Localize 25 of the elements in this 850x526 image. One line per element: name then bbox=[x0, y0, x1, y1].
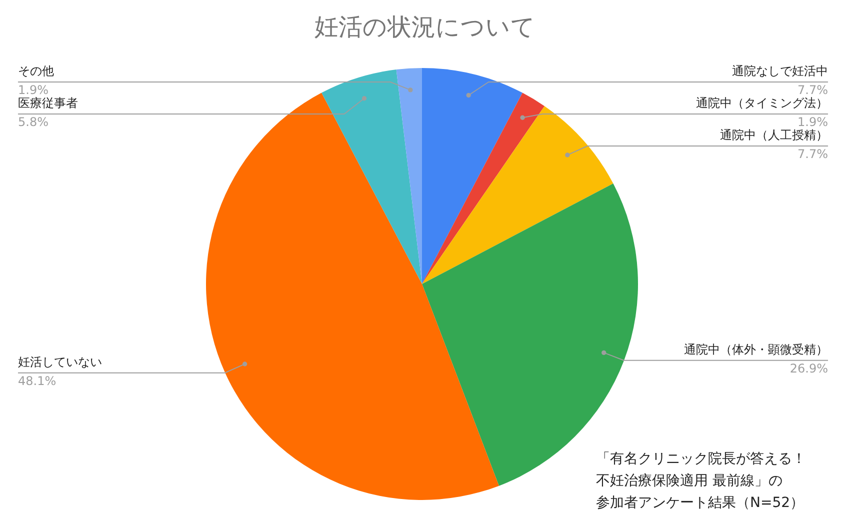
data-label: 1.9% bbox=[18, 83, 48, 97]
slice-label: その他 bbox=[18, 64, 54, 78]
slice-label: 通院中（タイミング法） bbox=[696, 96, 828, 110]
pie-slice bbox=[422, 184, 638, 486]
slice-label: 通院中（体外・顕微受精） bbox=[684, 342, 828, 356]
text: 参加者アンケート結果（N=52） bbox=[596, 495, 804, 511]
text: 「有名クリニック院長が答える！ bbox=[596, 451, 806, 467]
data-label: 7.7% bbox=[798, 83, 828, 97]
data-label: 7.7% bbox=[798, 147, 828, 161]
data-label: 26.9% bbox=[790, 361, 828, 376]
data-label: 1.9% bbox=[798, 115, 828, 129]
pie-slice bbox=[322, 70, 422, 284]
slice-label: 通院中（人工授精） bbox=[720, 128, 828, 142]
data-label: 48.1% bbox=[18, 374, 56, 388]
slice-label: 医療従事者 bbox=[18, 96, 78, 110]
pie-slice bbox=[422, 68, 522, 284]
pie-slice bbox=[422, 92, 545, 284]
slice-label: 妊活していない bbox=[18, 354, 102, 369]
slice-label: 通院なしで妊活中 bbox=[732, 64, 828, 78]
text: 不妊治療保険適用 最前線」の bbox=[596, 473, 782, 489]
data-label: 5.8% bbox=[18, 115, 48, 129]
pie-slice bbox=[396, 68, 422, 284]
pie-slice bbox=[206, 92, 499, 500]
pie-slice bbox=[422, 106, 614, 284]
chart-title: 妊活の状況について bbox=[314, 13, 536, 41]
